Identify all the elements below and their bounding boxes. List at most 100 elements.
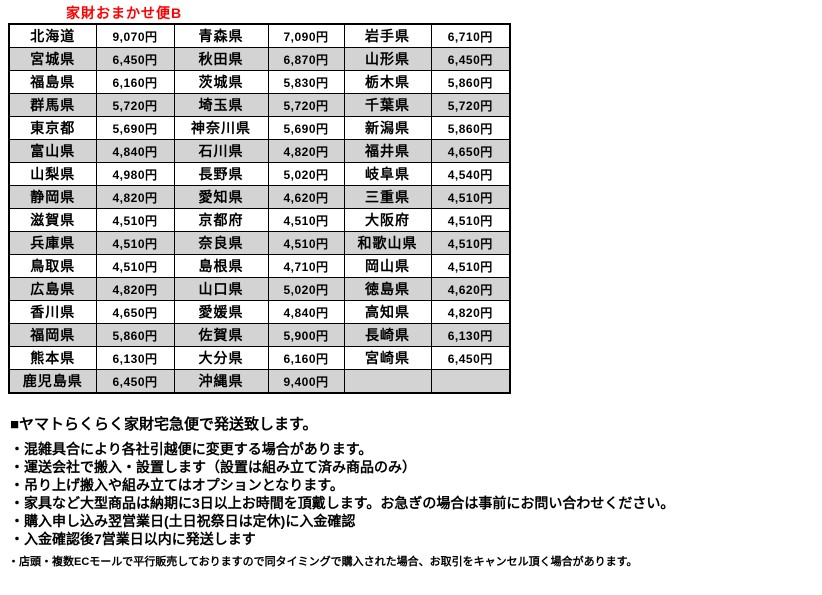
price-cell: 6,870円 [267, 47, 345, 71]
prefecture-cell: 静岡県 [8, 185, 97, 209]
prefecture-cell: 長野県 [173, 162, 269, 186]
shipping-note-item: ・混雑具合により各社引越便に変更する場合があります。 [10, 441, 373, 457]
price-cell: 4,840円 [95, 139, 175, 163]
prefecture-price-table: 北海道 9,070円 青森県 7,090円 岩手県 6,710円 宮城県 6,450円 秋田県 6… [8, 23, 511, 394]
prefecture-cell: 群馬県 [8, 93, 97, 117]
price-cell: 4,650円 [95, 300, 175, 324]
prefecture-cell: 長崎県 [343, 323, 432, 347]
price-cell: 4,510円 [95, 254, 175, 278]
prefecture-cell: 広島県 [8, 277, 97, 301]
prefecture-cell: 福井県 [343, 139, 432, 163]
price-cell: 5,720円 [267, 93, 345, 117]
prefecture-cell: 新潟県 [343, 116, 432, 140]
prefecture-cell: 山梨県 [8, 162, 97, 186]
table-row: 兵庫県 4,510円 奈良県 4,510円 和歌山県 4,510円 [8, 231, 511, 255]
price-cell: 5,690円 [95, 116, 175, 140]
shipping-note-item: ・入金確認後7営業日以内に発送します [10, 531, 256, 547]
shipping-note-item: ・購入申し込み翌営業日(土日祝祭日は定休)に入金確認 [10, 513, 356, 529]
prefecture-cell: 宮城県 [8, 47, 97, 71]
prefecture-cell: 大分県 [173, 346, 269, 370]
price-cell: 5,020円 [267, 277, 345, 301]
prefecture-cell: 岩手県 [343, 23, 432, 48]
page-title: 家財おまかせ便B [66, 5, 183, 21]
price-cell: 4,820円 [267, 139, 345, 163]
price-cell: 9,070円 [95, 23, 175, 48]
shipping-note-item: ・吊り上げ搬入や組み立てはオプションとなります。 [10, 477, 344, 493]
prefecture-cell: 熊本県 [8, 346, 97, 370]
table-row: 鹿児島県 6,450円 沖縄県 9,400円 [8, 369, 511, 394]
prefecture-cell: 京都府 [173, 208, 269, 232]
table-row: 滋賀県 4,510円 京都府 4,510円 大阪府 4,510円 [8, 208, 511, 232]
table-row: 福岡県 5,860円 佐賀県 5,900円 長崎県 6,130円 [8, 323, 511, 347]
prefecture-cell: 石川県 [173, 139, 269, 163]
prefecture-cell: 神奈川県 [173, 116, 269, 140]
price-cell: 4,980円 [95, 162, 175, 186]
prefecture-cell: 東京都 [8, 116, 97, 140]
prefecture-cell: 山形県 [343, 47, 432, 71]
prefecture-cell: 北海道 [8, 23, 97, 48]
price-cell: 6,450円 [95, 369, 175, 394]
price-cell: 4,820円 [95, 277, 175, 301]
prefecture-cell [343, 369, 432, 394]
price-cell: 4,510円 [430, 231, 511, 255]
price-cell: 6,160円 [267, 346, 345, 370]
prefecture-cell: 青森県 [173, 23, 269, 48]
price-cell: 4,510円 [267, 231, 345, 255]
shipping-notes-list: ・混雑具合により各社引越便に変更する場合があります。・運送会社で搬入・設置します… [10, 440, 674, 548]
prefecture-cell: 愛媛県 [173, 300, 269, 324]
shipping-note-item: ・運送会社で搬入・設置します（設置は組み立て済み商品のみ） [10, 459, 416, 475]
price-cell: 4,510円 [430, 185, 511, 209]
price-cell: 5,690円 [267, 116, 345, 140]
table-row: 広島県 4,820円 山口県 5,020円 徳島県 4,620円 [8, 277, 511, 301]
price-cell: 5,860円 [430, 70, 511, 94]
prefecture-cell: 福岡県 [8, 323, 97, 347]
prefecture-cell: 鹿児島県 [8, 369, 97, 394]
prefecture-cell: 福島県 [8, 70, 97, 94]
price-cell: 4,510円 [267, 208, 345, 232]
table-row: 富山県 4,840円 石川県 4,820円 福井県 4,650円 [8, 139, 511, 163]
table-row: 宮城県 6,450円 秋田県 6,870円 山形県 6,450円 [8, 47, 511, 71]
prefecture-cell: 大阪府 [343, 208, 432, 232]
price-cell: 4,710円 [267, 254, 345, 278]
prefecture-cell: 茨城県 [173, 70, 269, 94]
prefecture-cell: 兵庫県 [8, 231, 97, 255]
prefecture-cell: 三重県 [343, 185, 432, 209]
price-cell: 5,900円 [267, 323, 345, 347]
table-row: 北海道 9,070円 青森県 7,090円 岩手県 6,710円 [8, 23, 511, 48]
price-cell: 4,510円 [430, 254, 511, 278]
price-cell: 9,400円 [267, 369, 345, 394]
price-cell: 7,090円 [267, 23, 345, 48]
prefecture-cell: 栃木県 [343, 70, 432, 94]
price-cell: 5,830円 [267, 70, 345, 94]
prefecture-cell: 香川県 [8, 300, 97, 324]
prefecture-cell: 愛知県 [173, 185, 269, 209]
price-cell: 5,720円 [95, 93, 175, 117]
price-table-body: 北海道 9,070円 青森県 7,090円 岩手県 6,710円 宮城県 6,450円 秋田県 6… [8, 23, 511, 394]
prefecture-cell: 徳島県 [343, 277, 432, 301]
price-cell: 4,510円 [95, 231, 175, 255]
table-row: 福島県 6,160円 茨城県 5,830円 栃木県 5,860円 [8, 70, 511, 94]
price-cell: 4,820円 [430, 300, 511, 324]
price-cell: 5,860円 [95, 323, 175, 347]
prefecture-cell: 山口県 [173, 277, 269, 301]
shipping-note-item: ・家具など大型商品は納期に3日以上お時間を頂戴します。お急ぎの場合は事前にお問い… [10, 495, 675, 511]
price-cell: 4,510円 [430, 208, 511, 232]
prefecture-cell: 佐賀県 [173, 323, 269, 347]
price-cell: 4,820円 [95, 185, 175, 209]
prefecture-cell: 埼玉県 [173, 93, 269, 117]
cancellation-note: ・店頭・複数ECモールで平行販売しておりますので同タイミングで購入された場合、お… [8, 556, 638, 568]
price-cell: 6,130円 [95, 346, 175, 370]
table-row: 山梨県 4,980円 長野県 5,020円 岐阜県 4,540円 [8, 162, 511, 186]
prefecture-cell: 奈良県 [173, 231, 269, 255]
price-cell: 5,860円 [430, 116, 511, 140]
price-cell: 6,450円 [430, 346, 511, 370]
price-cell: 4,510円 [95, 208, 175, 232]
price-cell: 6,450円 [430, 47, 511, 71]
prefecture-cell: 和歌山県 [343, 231, 432, 255]
prefecture-cell: 滋賀県 [8, 208, 97, 232]
prefecture-cell: 沖縄県 [173, 369, 269, 394]
prefecture-cell: 鳥取県 [8, 254, 97, 278]
price-cell: 4,650円 [430, 139, 511, 163]
table-row: 静岡県 4,820円 愛知県 4,620円 三重県 4,510円 [8, 185, 511, 209]
